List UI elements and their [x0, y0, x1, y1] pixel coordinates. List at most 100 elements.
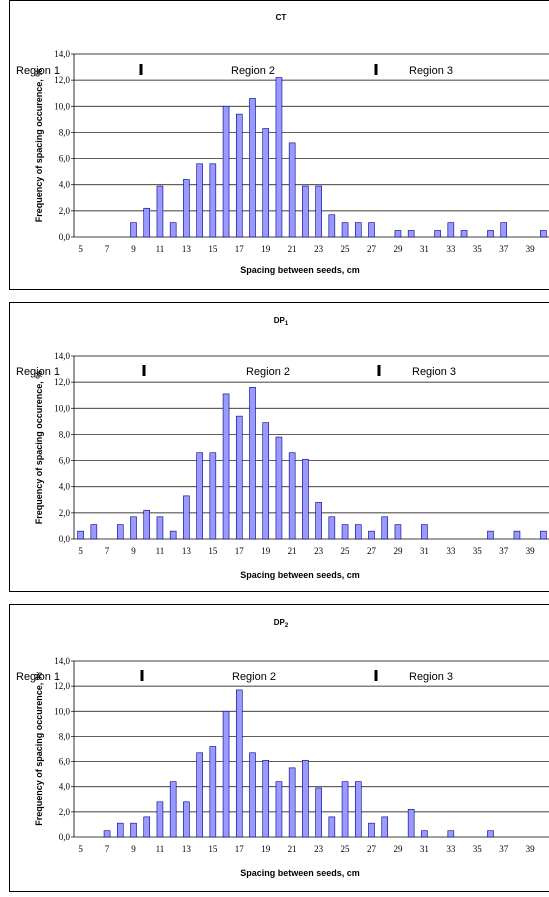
bar — [249, 752, 256, 838]
bar — [235, 689, 243, 838]
bar — [487, 830, 494, 838]
x-tick-label: 17 — [235, 244, 245, 254]
region-divider — [140, 670, 144, 681]
x-tick-label: 21 — [288, 546, 297, 556]
bar — [169, 781, 177, 838]
chart-title: CT — [276, 13, 287, 22]
x-tick-label: 15 — [208, 244, 218, 254]
bar — [328, 816, 336, 838]
y-tick-label: 2,0 — [59, 807, 71, 817]
chart-title: DP1 — [274, 316, 289, 327]
bar — [368, 222, 375, 238]
bar — [169, 222, 177, 238]
bar — [328, 516, 336, 540]
x-tick-label: 37 — [499, 244, 509, 254]
y-tick-label: 10,0 — [54, 101, 70, 111]
bar — [143, 509, 151, 540]
bar — [302, 458, 309, 540]
x-tick-label: 39 — [526, 844, 536, 854]
bar — [249, 387, 256, 540]
x-tick-label: 7 — [105, 244, 110, 254]
x-tick-label: 17 — [235, 546, 245, 556]
y-tick-label: 0,0 — [59, 832, 71, 842]
chart-panel-dp1: DP1 0,0 2,0 4,0 6,0 8,0 10,0 12,0 14,0 5 7 9 11 13 15 1… — [9, 302, 549, 592]
bar — [222, 710, 230, 838]
y-tick-label: 2,0 — [59, 508, 71, 518]
y-tick-label: 12,0 — [54, 75, 70, 85]
bar — [354, 524, 362, 540]
x-tick-label: 39 — [526, 546, 536, 556]
bar — [116, 822, 124, 838]
bar — [183, 495, 190, 540]
x-tick-label: 19 — [261, 546, 271, 556]
bar — [116, 524, 124, 540]
y-axis-label: Frequency of spacing occurence, % — [34, 69, 44, 223]
bar — [487, 230, 494, 238]
bar — [196, 163, 203, 238]
bar — [421, 830, 428, 838]
bar — [196, 452, 203, 540]
chart-panel-dp2: DP2 0,0 2,0 4,0 6,0 8,0 10,0 12,0 14,0 5 7 9 11 13 15 1… — [9, 604, 549, 892]
x-axis-label: Spacing between seeds, cm — [240, 265, 360, 275]
bar — [275, 436, 283, 540]
bar — [302, 185, 309, 238]
x-tick-label: 33 — [446, 546, 456, 556]
bar — [130, 222, 137, 238]
bar — [262, 422, 270, 540]
y-tick-label: 2,0 — [59, 206, 71, 216]
bar — [315, 502, 322, 540]
bar — [235, 415, 243, 540]
x-tick-label: 11 — [156, 546, 165, 556]
bar — [156, 801, 164, 838]
chart-title: DP2 — [274, 618, 289, 629]
region-label: Region 3 — [412, 366, 456, 378]
chart-panel-ct: CT 0,0 2,0 4,0 6,0 8,0 10,0 12,0 14,0 5 7 9 11 13 15 17… — [9, 0, 549, 290]
x-tick-label: 9 — [131, 244, 136, 254]
x-tick-label: 29 — [393, 844, 403, 854]
x-tick-label: 5 — [78, 546, 83, 556]
bar — [143, 207, 151, 238]
bar — [500, 222, 508, 238]
bar — [381, 516, 389, 540]
y-tick-label: 8,0 — [59, 127, 71, 137]
bar — [315, 787, 322, 838]
x-tick-label: 9 — [131, 844, 136, 854]
region-label: Region 2 — [246, 366, 290, 378]
y-axis-label: Frequency of spacing occurence, % — [34, 371, 44, 525]
bar — [183, 801, 190, 838]
bar — [183, 179, 190, 238]
bar — [77, 530, 84, 540]
bar — [143, 816, 151, 838]
y-tick-label: 0,0 — [59, 534, 71, 544]
bar — [196, 752, 203, 838]
bar — [262, 760, 270, 838]
x-tick-label: 7 — [105, 844, 110, 854]
region-label: Region 1 — [16, 671, 60, 683]
bar — [169, 530, 177, 540]
x-tick-label: 31 — [420, 244, 429, 254]
bar — [394, 524, 402, 540]
y-tick-label: 4,0 — [59, 782, 71, 792]
x-axis-label: Spacing between seeds, cm — [240, 570, 360, 580]
x-tick-label: 15 — [208, 546, 218, 556]
x-tick-label: 13 — [182, 546, 192, 556]
bar — [328, 214, 336, 238]
bar — [368, 530, 375, 540]
bar — [222, 105, 230, 238]
x-tick-label: 15 — [208, 844, 218, 854]
x-tick-label: 23 — [314, 546, 324, 556]
x-tick-label: 21 — [288, 244, 297, 254]
x-tick-label: 17 — [235, 844, 245, 854]
x-tick-label: 5 — [78, 244, 83, 254]
bar — [156, 516, 164, 540]
x-tick-label: 35 — [473, 546, 483, 556]
bar — [421, 524, 428, 540]
bar — [540, 530, 547, 540]
region-label: Region 1 — [16, 366, 60, 378]
bar — [315, 185, 322, 238]
x-tick-label: 5 — [78, 844, 83, 854]
bar — [249, 98, 256, 238]
bar — [302, 760, 309, 838]
x-tick-label: 35 — [473, 844, 483, 854]
bar — [288, 452, 296, 540]
